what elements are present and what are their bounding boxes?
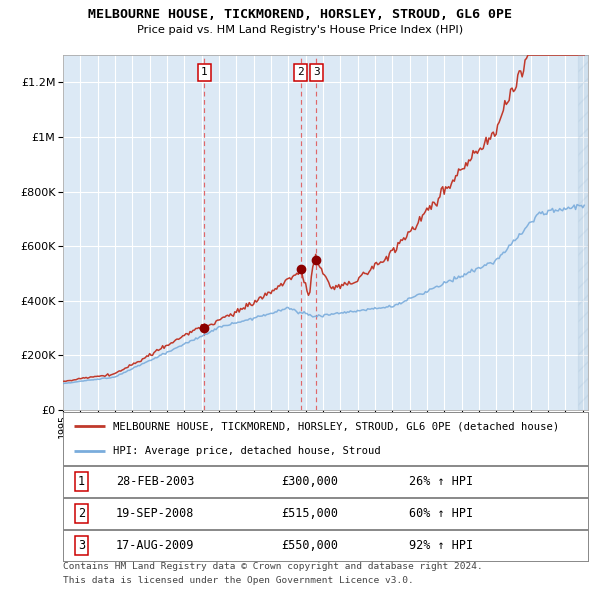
Bar [578,55,588,410]
Text: 60% ↑ HPI: 60% ↑ HPI [409,507,473,520]
Text: 28-FEB-2003: 28-FEB-2003 [116,475,194,488]
Text: 1: 1 [201,67,208,77]
Text: £300,000: £300,000 [281,475,338,488]
Text: £515,000: £515,000 [281,507,338,520]
Text: Contains HM Land Registry data © Crown copyright and database right 2024.: Contains HM Land Registry data © Crown c… [63,562,483,571]
Text: MELBOURNE HOUSE, TICKMOREND, HORSLEY, STROUD, GL6 0PE (detached house): MELBOURNE HOUSE, TICKMOREND, HORSLEY, ST… [113,421,559,431]
Text: HPI: Average price, detached house, Stroud: HPI: Average price, detached house, Stro… [113,445,380,455]
Text: 17-AUG-2009: 17-AUG-2009 [116,539,194,552]
Text: This data is licensed under the Open Government Licence v3.0.: This data is licensed under the Open Gov… [63,576,414,585]
Text: Price paid vs. HM Land Registry's House Price Index (HPI): Price paid vs. HM Land Registry's House … [137,25,463,35]
Text: 92% ↑ HPI: 92% ↑ HPI [409,539,473,552]
Text: 1: 1 [78,475,85,488]
Text: MELBOURNE HOUSE, TICKMOREND, HORSLEY, STROUD, GL6 0PE: MELBOURNE HOUSE, TICKMOREND, HORSLEY, ST… [88,8,512,21]
Text: 19-SEP-2008: 19-SEP-2008 [116,507,194,520]
Text: 2: 2 [78,507,85,520]
Text: 2: 2 [298,67,304,77]
Text: 3: 3 [313,67,320,77]
Text: £550,000: £550,000 [281,539,338,552]
Text: 3: 3 [78,539,85,552]
Text: 26% ↑ HPI: 26% ↑ HPI [409,475,473,488]
